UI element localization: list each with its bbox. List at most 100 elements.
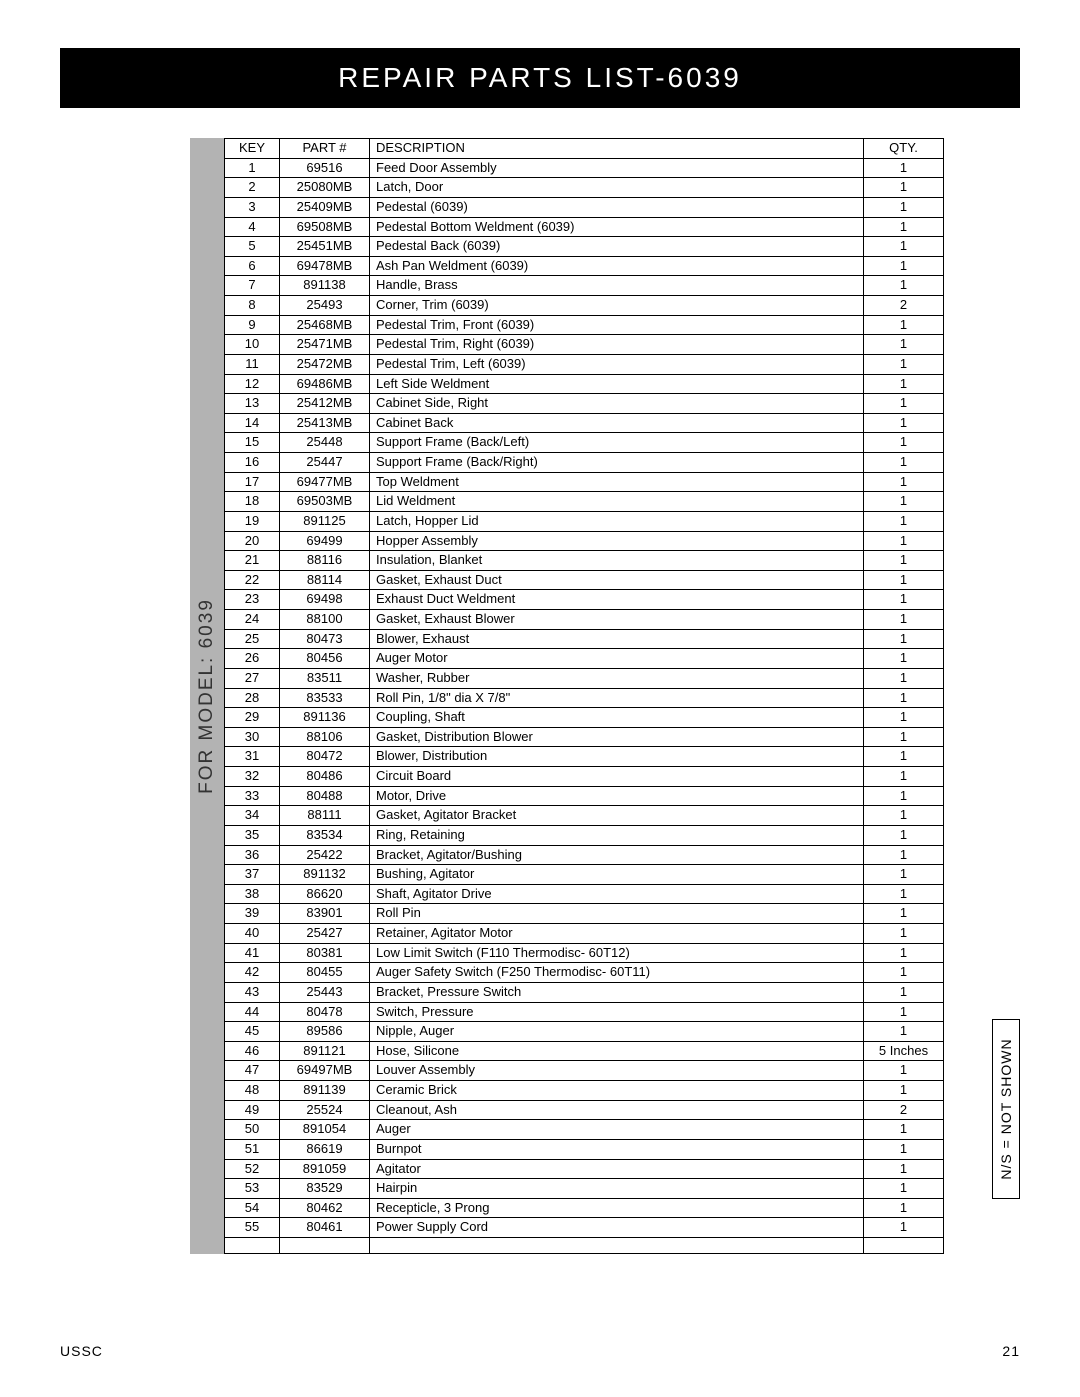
cell-desc: Ceramic Brick: [370, 1081, 864, 1101]
table-row: 4480478Switch, Pressure1: [225, 1002, 944, 1022]
cell-desc: Insulation, Blanket: [370, 551, 864, 571]
cell-key: 45: [225, 1022, 280, 1042]
table-row: 3583534Ring, Retaining1: [225, 825, 944, 845]
cell-key: 53: [225, 1179, 280, 1199]
cell-part: 25080MB: [280, 178, 370, 198]
cell-part: 25468MB: [280, 315, 370, 335]
cell-desc: Motor, Drive: [370, 786, 864, 806]
cell-desc: Latch, Hopper Lid: [370, 511, 864, 531]
table-row: 2188116Insulation, Blanket1: [225, 551, 944, 571]
table-row: 525451MBPedestal Back (6039)1: [225, 237, 944, 257]
table-row: 52891059Agitator1: [225, 1159, 944, 1179]
cell-desc: Pedestal Bottom Weldment (6039): [370, 217, 864, 237]
cell-desc: Pedestal Back (6039): [370, 237, 864, 257]
cell-key: 11: [225, 354, 280, 374]
cell-key: 55: [225, 1218, 280, 1238]
cell-key: 1: [225, 158, 280, 178]
cell-part: 891125: [280, 511, 370, 531]
table-row: 50891054Auger1: [225, 1120, 944, 1140]
cell-qty: 1: [864, 237, 944, 257]
cell-qty: 2: [864, 296, 944, 316]
table-row: 4180381Low Limit Switch (F110 Thermodisc…: [225, 943, 944, 963]
cell-qty: 1: [864, 904, 944, 924]
table-row: 4025427Retainer, Agitator Motor1: [225, 924, 944, 944]
table-row: 2369498Exhaust Duct Weldment1: [225, 590, 944, 610]
footer-left: USSC: [60, 1343, 103, 1359]
cell-key: 38: [225, 884, 280, 904]
cell-desc: Latch, Door: [370, 178, 864, 198]
cell-desc: Left Side Weldment: [370, 374, 864, 394]
cell-desc: Power Supply Cord: [370, 1218, 864, 1238]
cell-key: 20: [225, 531, 280, 551]
cell-qty: 1: [864, 1120, 944, 1140]
cell-desc: Shaft, Agitator Drive: [370, 884, 864, 904]
cell-qty: 1: [864, 767, 944, 787]
cell-desc: Auger Safety Switch (F250 Thermodisc- 60…: [370, 963, 864, 983]
cell-part: 80488: [280, 786, 370, 806]
cell-part: 25413MB: [280, 413, 370, 433]
cell-desc: Cabinet Back: [370, 413, 864, 433]
model-sidebar: FOR MODEL: 6039: [190, 138, 224, 1254]
cell-key: 29: [225, 708, 280, 728]
cell-key: 9: [225, 315, 280, 335]
cell-key: 51: [225, 1139, 280, 1159]
cell-desc: Retainer, Agitator Motor: [370, 924, 864, 944]
col-header-part: PART #: [280, 139, 370, 159]
table-row: 3180472Blower, Distribution1: [225, 747, 944, 767]
cell-qty: 1: [864, 276, 944, 296]
cell-part: 25422: [280, 845, 370, 865]
cell-part: 80456: [280, 649, 370, 669]
table-row: 5580461Power Supply Cord1: [225, 1218, 944, 1238]
cell-desc: Gasket, Agitator Bracket: [370, 806, 864, 826]
table-row: 1869503MBLid Weldment1: [225, 492, 944, 512]
cell-desc: Circuit Board: [370, 767, 864, 787]
table-row: 4589586Nipple, Auger1: [225, 1022, 944, 1042]
table-row: 1425413MBCabinet Back1: [225, 413, 944, 433]
table-row: 4280455Auger Safety Switch (F250 Thermod…: [225, 963, 944, 983]
cell-qty: 1: [864, 865, 944, 885]
table-row: 2783511Washer, Rubber1: [225, 668, 944, 688]
cell-key: 15: [225, 433, 280, 453]
cell-qty: 1: [864, 825, 944, 845]
cell-desc: Ring, Retaining: [370, 825, 864, 845]
cell-desc: Recepticle, 3 Prong: [370, 1198, 864, 1218]
cell-qty: 1: [864, 197, 944, 217]
cell-qty: 1: [864, 531, 944, 551]
cell-desc: Support Frame (Back/Right): [370, 453, 864, 473]
cell-qty: 5 Inches: [864, 1041, 944, 1061]
table-row: 325409MBPedestal (6039)1: [225, 197, 944, 217]
cell-part: 891136: [280, 708, 370, 728]
table-row: 48891139Ceramic Brick1: [225, 1081, 944, 1101]
col-header-key: KEY: [225, 139, 280, 159]
cell-part: 83529: [280, 1179, 370, 1199]
cell-key: 48: [225, 1081, 280, 1101]
cell-key: 2: [225, 178, 280, 198]
cell-qty: 1: [864, 668, 944, 688]
cell-qty: 1: [864, 433, 944, 453]
cell-part: 69516: [280, 158, 370, 178]
cell-qty: 1: [864, 158, 944, 178]
cell-part: 86620: [280, 884, 370, 904]
table-row: 19891125Latch, Hopper Lid1: [225, 511, 944, 531]
cell-key: 47: [225, 1061, 280, 1081]
cell-desc: Ash Pan Weldment (6039): [370, 256, 864, 276]
table-row: 1325412MBCabinet Side, Right1: [225, 394, 944, 414]
cell-key: 35: [225, 825, 280, 845]
table-row: 3088106Gasket, Distribution Blower1: [225, 727, 944, 747]
table-row: 2680456Auger Motor1: [225, 649, 944, 669]
cell-key: 30: [225, 727, 280, 747]
cell-key: 40: [225, 924, 280, 944]
cell-qty: 1: [864, 786, 944, 806]
cell-desc: Handle, Brass: [370, 276, 864, 296]
cell-qty: 1: [864, 884, 944, 904]
table-row: 5186619Burnpot1: [225, 1139, 944, 1159]
cell-key: 12: [225, 374, 280, 394]
table-row: 1769477MBTop Weldment1: [225, 472, 944, 492]
cell-part: 891059: [280, 1159, 370, 1179]
table-row: 4325443Bracket, Pressure Switch1: [225, 982, 944, 1002]
cell-part: 69478MB: [280, 256, 370, 276]
cell-part: 88111: [280, 806, 370, 826]
cell-qty: 1: [864, 1218, 944, 1238]
cell-part: 80472: [280, 747, 370, 767]
cell-part: 80381: [280, 943, 370, 963]
